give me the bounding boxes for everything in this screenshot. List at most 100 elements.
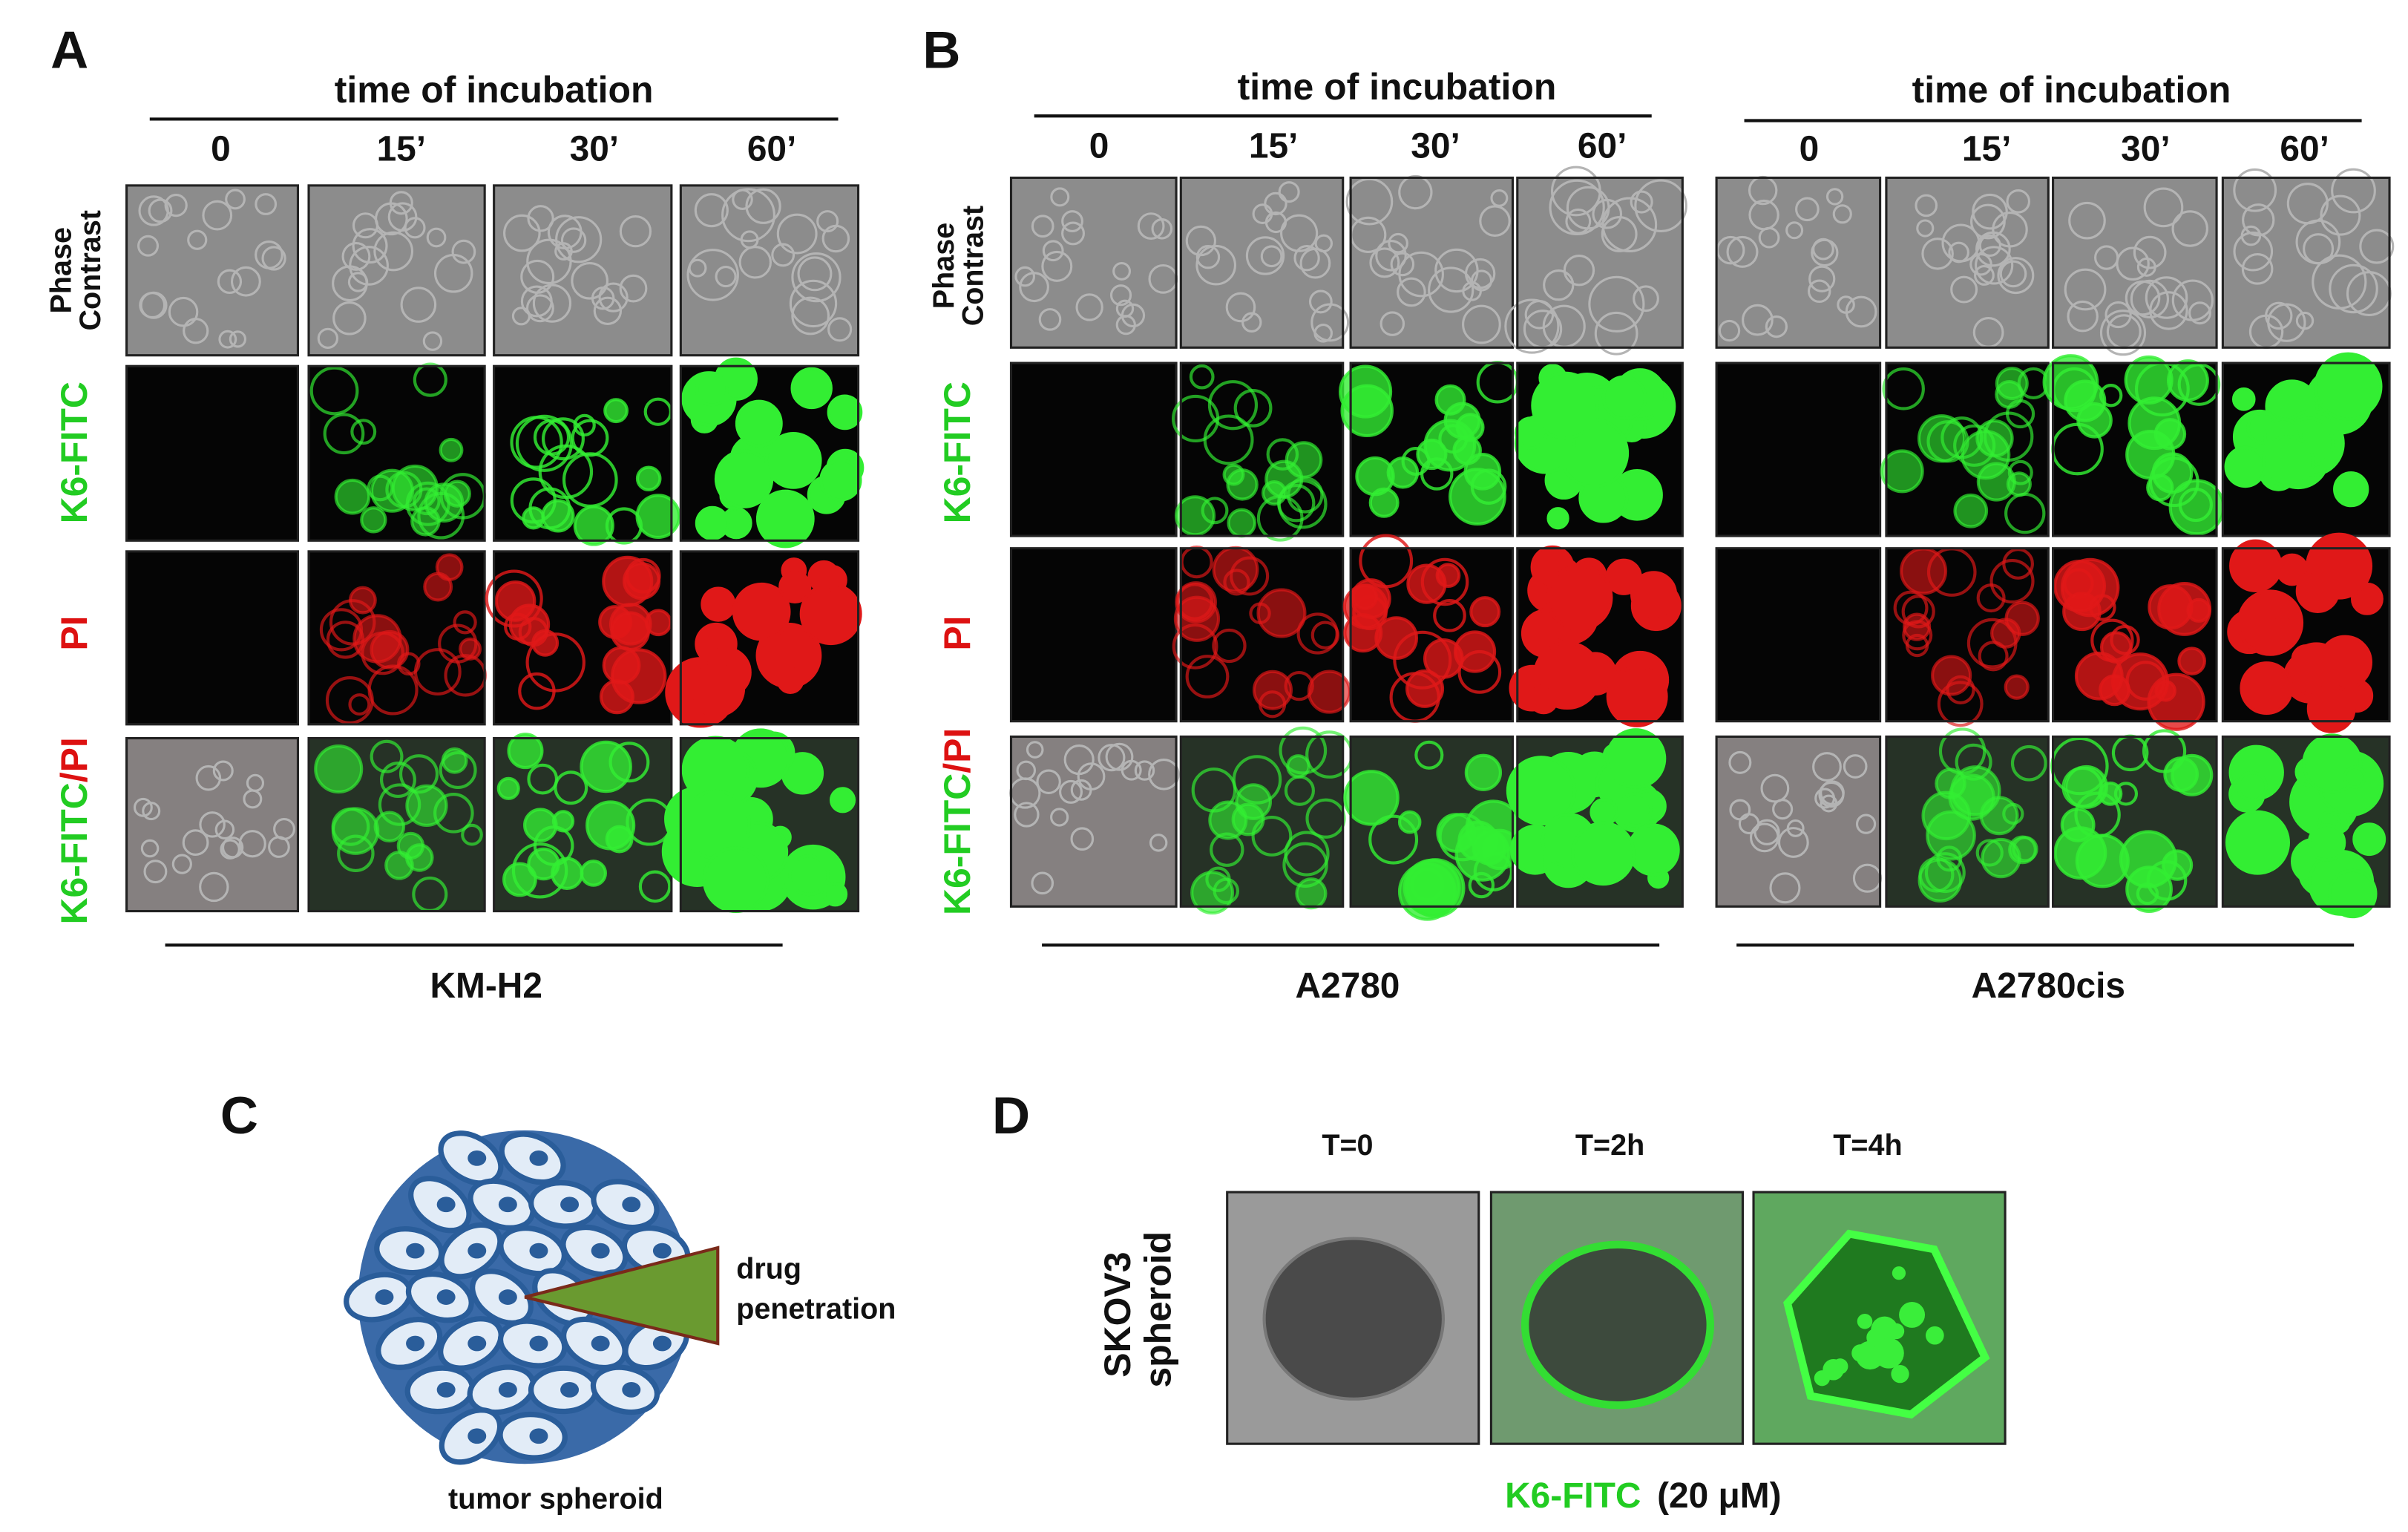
cell — [1264, 211, 1287, 234]
fluorescent-spot — [1814, 1370, 1831, 1387]
cell — [554, 242, 573, 261]
nucleus — [622, 1381, 641, 1398]
nucleus — [652, 1335, 672, 1352]
cell — [2314, 352, 2383, 421]
cell — [1999, 260, 2027, 288]
cell — [1014, 266, 1036, 287]
cell — [317, 327, 339, 350]
cell — [1293, 245, 1320, 272]
cell — [1931, 655, 1972, 696]
micrograph-frame — [1885, 176, 2050, 349]
cell — [1428, 266, 1474, 313]
cell — [562, 452, 618, 508]
cell — [319, 608, 364, 652]
cell — [1855, 814, 1877, 834]
cell — [1042, 240, 1064, 262]
micrograph-frame — [307, 364, 486, 542]
micrograph-frame — [679, 184, 860, 357]
cell — [1305, 798, 1346, 839]
row-label: PI — [936, 616, 978, 651]
cell — [1531, 371, 1599, 440]
micrograph-bg — [1011, 363, 1177, 537]
cell — [1464, 753, 1503, 791]
cell — [611, 648, 667, 704]
cell — [2143, 187, 2184, 228]
cell — [400, 287, 437, 323]
cell — [1972, 193, 2008, 230]
cell — [2125, 865, 2173, 913]
cell — [1397, 277, 1426, 307]
time-label: 60’ — [1578, 127, 1627, 166]
cell — [1041, 250, 1073, 282]
micrograph — [679, 184, 860, 357]
cell — [168, 296, 199, 327]
cell — [331, 807, 370, 846]
cell — [1975, 839, 2004, 867]
cell — [1148, 758, 1180, 790]
cell — [214, 819, 235, 840]
micrograph — [493, 184, 673, 357]
cell — [1036, 769, 1061, 794]
cell — [422, 331, 443, 351]
row-label-part: PI — [53, 616, 95, 651]
cell — [1258, 690, 1287, 718]
cell — [384, 850, 414, 880]
cell — [1627, 823, 1680, 877]
time-label: T=2h — [1575, 1129, 1644, 1162]
cell — [771, 243, 795, 267]
micrograph — [1715, 735, 1883, 908]
cell — [1825, 188, 1844, 206]
micrograph-frame — [125, 364, 300, 542]
nucleus — [529, 1243, 548, 1259]
cell — [522, 506, 545, 530]
annotation: penetration — [736, 1293, 896, 1326]
cell — [2171, 210, 2208, 247]
cell — [337, 834, 375, 872]
micrograph — [485, 550, 673, 726]
cell — [2240, 225, 2262, 246]
cell — [2153, 418, 2187, 451]
cell — [2130, 279, 2169, 318]
spheroid — [1520, 1240, 1714, 1410]
micrograph-frame — [1715, 547, 1882, 723]
cell — [560, 227, 587, 253]
cell — [2104, 301, 2132, 329]
time-label: 60’ — [2280, 130, 2329, 169]
cell — [2306, 684, 2356, 733]
nucleus — [622, 1197, 641, 1213]
panel-label: B — [922, 21, 960, 79]
micrograph-frame — [1009, 176, 1178, 349]
micrograph — [1885, 176, 2050, 349]
micrograph — [2052, 547, 2218, 731]
cell — [1749, 822, 1779, 853]
cell — [1098, 744, 1126, 772]
cell — [1205, 866, 1231, 892]
cell — [518, 672, 556, 710]
cell — [1915, 194, 1938, 217]
cell — [1546, 564, 1613, 632]
caption: K6-FITC (20 μM) — [1505, 1476, 1781, 1516]
cell — [635, 465, 662, 492]
cell — [1777, 827, 1809, 858]
micrograph-frame — [307, 736, 486, 913]
cell — [332, 301, 367, 335]
cell — [1563, 255, 1595, 287]
cell — [1398, 174, 1433, 210]
cell — [1031, 215, 1054, 238]
cell — [1343, 770, 1400, 826]
micrograph-frame — [1885, 735, 2050, 908]
cell — [2242, 203, 2275, 237]
micrograph — [2050, 729, 2218, 913]
cell — [1917, 858, 1963, 903]
micrograph — [1885, 547, 2050, 727]
cell — [217, 269, 243, 294]
cell — [1978, 234, 2001, 257]
cell — [603, 398, 629, 424]
spheroid — [1262, 1237, 1446, 1401]
row-label-part: Phase — [928, 223, 961, 309]
cell — [426, 227, 447, 248]
cell — [423, 572, 453, 602]
cell — [1038, 308, 1062, 331]
nucleus — [498, 1197, 517, 1213]
penetration-wedge — [524, 1245, 720, 1346]
